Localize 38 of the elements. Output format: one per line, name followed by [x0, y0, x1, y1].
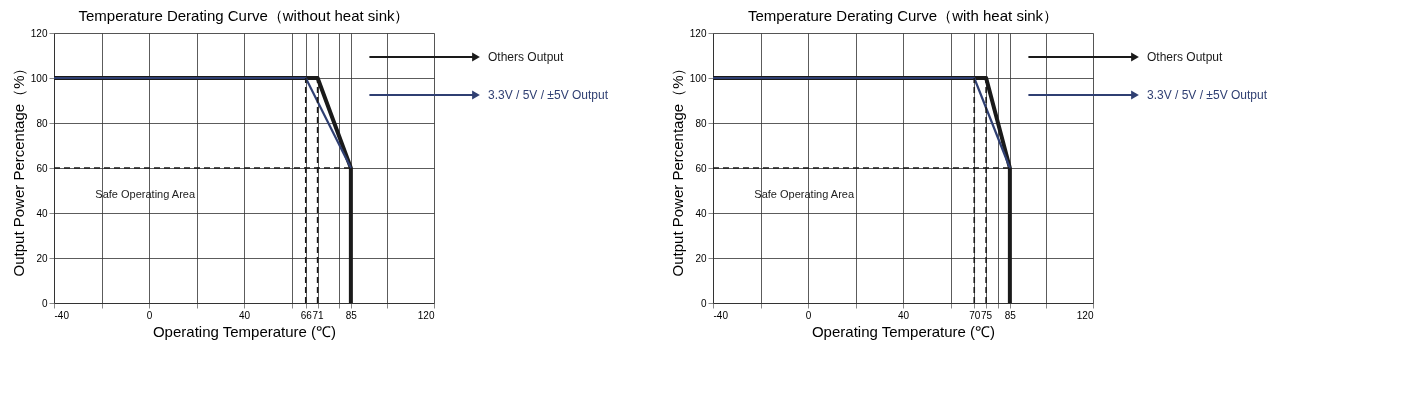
x-tick-label: 40	[238, 309, 251, 321]
y-axis-title: Output Power Percentage（%）	[668, 60, 686, 277]
y-tick-label: 80	[695, 117, 707, 129]
y-tick-label: 100	[689, 72, 707, 84]
y-tick-label: 100	[30, 72, 48, 84]
y-tick-label: 120	[30, 27, 48, 39]
x-tick-label: -40	[713, 309, 729, 321]
x-tick-label: 85	[345, 309, 358, 321]
x-tick-label: 85	[1004, 309, 1017, 321]
y-tick-label: 60	[695, 162, 707, 174]
y-axis-title: Output Power Percentage（%）	[9, 60, 27, 277]
x-tick-label: 70	[969, 309, 981, 321]
x-axis-title: Operating Temperature (℃)	[152, 322, 337, 340]
y-tick-label: 0	[700, 297, 707, 309]
legend-label: Others Output	[1147, 50, 1224, 64]
chart-title: Temperature Derating Curve（with heat sink）	[747, 7, 1059, 24]
y-tick-label: 40	[36, 207, 48, 219]
y-tick-label: 40	[695, 207, 707, 219]
legend-label: 3.3V / 5V / ±5V Output	[1147, 88, 1268, 102]
x-tick-label: 120	[1076, 309, 1094, 321]
y-tick-label: 20	[36, 252, 48, 264]
y-tick-label: 60	[36, 162, 48, 174]
x-tick-label: 66	[300, 309, 313, 321]
chart-title: Temperature Derating Curve（without heat sink）	[78, 7, 410, 24]
x-tick-label: -40	[54, 309, 70, 321]
legend-label: 3.3V / 5V / ±5V Output	[488, 88, 609, 102]
x-tick-label: 71	[312, 309, 325, 321]
y-tick-label: 80	[36, 117, 48, 129]
x-tick-label: 0	[146, 309, 153, 321]
y-tick-label: 0	[41, 297, 48, 309]
x-axis-title: Operating Temperature (℃)	[811, 322, 996, 340]
y-tick-label: 20	[695, 252, 707, 264]
x-tick-label: 75	[981, 309, 993, 321]
x-tick-label: 0	[805, 309, 812, 321]
x-tick-label: 40	[897, 309, 910, 321]
legend-label: Others Output	[488, 50, 565, 64]
x-tick-label: 120	[417, 309, 435, 321]
y-tick-label: 120	[689, 27, 707, 39]
